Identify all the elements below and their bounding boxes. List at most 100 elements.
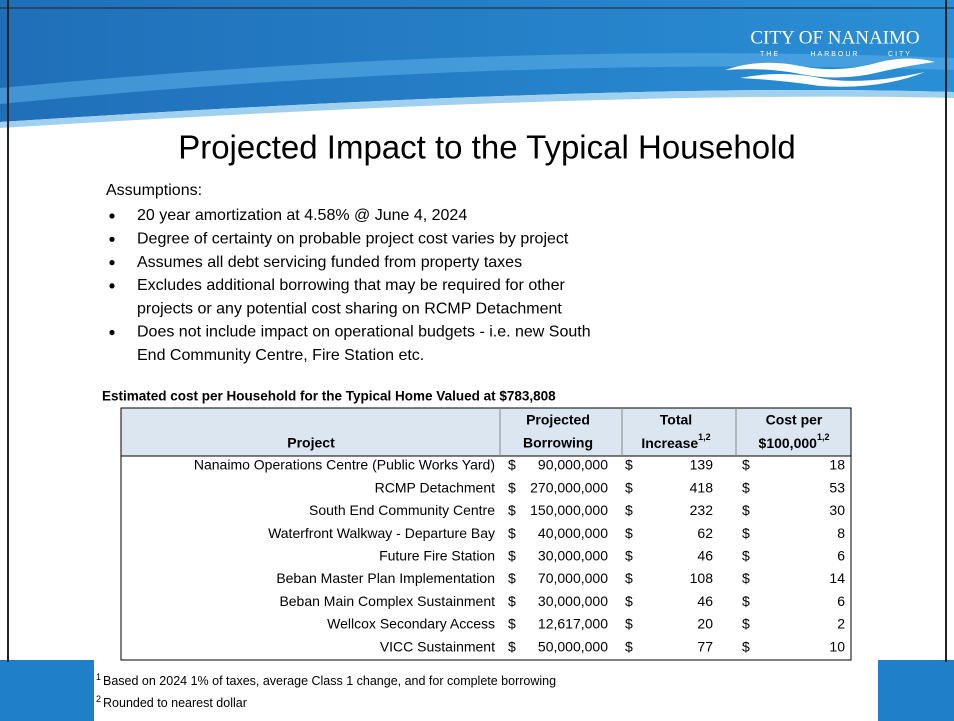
currency-sign: $	[742, 593, 750, 609]
bullet-dot	[109, 260, 115, 266]
currency-sign: $	[508, 479, 516, 495]
amount: 77	[697, 638, 713, 654]
bullet-text: Does not include impact on operational b…	[137, 324, 591, 341]
footnote-text: Based on 2024 1% of taxes, average Class…	[103, 674, 556, 688]
amount: 18	[829, 457, 845, 473]
assumptions-heading: Assumptions:	[106, 182, 202, 199]
bullet-dot	[109, 213, 115, 219]
col-header: Borrowing	[523, 435, 593, 451]
currency-sign: $	[742, 638, 750, 654]
footnote: 1 Based on 2024 1% of taxes, average Clas…	[96, 672, 556, 688]
currency-sign: $	[625, 502, 633, 518]
bullet-text: Excludes additional borrowing that may b…	[137, 277, 565, 294]
amount: 40,000,000	[538, 525, 608, 541]
amount: 30,000,000	[538, 593, 608, 609]
currency-sign: $	[625, 457, 633, 473]
amount: 30,000,000	[538, 548, 608, 564]
col-header-text: Increase	[641, 435, 698, 451]
amount: 46	[697, 593, 713, 609]
logo-name: CITY OF NANAIMO	[750, 27, 919, 48]
table-header-bg	[120, 407, 852, 457]
amount: 10	[829, 638, 845, 654]
amount: 6	[837, 548, 845, 564]
currency-sign: $	[742, 525, 750, 541]
bullet-text: Assumes all debt servicing funded from p…	[137, 254, 522, 271]
currency-sign: $	[625, 525, 633, 541]
currency-sign: $	[742, 548, 750, 564]
amount: 14	[829, 570, 845, 586]
project-name: VICC Sustainment	[380, 638, 495, 654]
col-header: Increase1,2	[641, 432, 710, 450]
project-name: Wellcox Secondary Access	[327, 616, 495, 632]
amount: 418	[690, 479, 714, 495]
logo-wave	[740, 72, 925, 87]
logo-wave	[725, 58, 935, 78]
superscript: 1,2	[817, 432, 830, 442]
logo-tagline: CITY	[888, 51, 912, 58]
col-header: Project	[287, 435, 335, 451]
amount: 6	[837, 593, 845, 609]
bullet-dot	[109, 283, 115, 289]
col-header: Cost per	[766, 412, 823, 428]
footnote-mark: 2	[96, 694, 101, 704]
project-name: Waterfront Walkway - Departure Bay	[268, 525, 495, 541]
bullet-dot	[109, 236, 115, 242]
superscript: 1,2	[698, 432, 711, 442]
amount: 8	[837, 525, 845, 541]
amount: 150,000,000	[530, 502, 608, 518]
project-name: South End Community Centre	[309, 502, 495, 518]
amount: 2	[837, 616, 845, 632]
logo-tagline: THE	[760, 51, 780, 58]
amount: 270,000,000	[530, 479, 608, 495]
amount: 46	[697, 548, 713, 564]
bullet-text: Degree of certainty on probable project …	[137, 231, 569, 248]
table-caption: Estimated cost per Household for the Typ…	[102, 389, 556, 404]
currency-sign: $	[625, 638, 633, 654]
col-header-text: $100,000	[759, 435, 818, 451]
currency-sign: $	[625, 593, 633, 609]
currency-sign: $	[508, 570, 516, 586]
currency-sign: $	[508, 502, 516, 518]
logo-tagline: HARBOUR	[810, 51, 859, 58]
project-name: Nanaimo Operations Centre (Public Works …	[194, 457, 495, 473]
footnote-mark: 1	[96, 672, 101, 682]
footnote-text: Rounded to nearest dollar	[103, 696, 247, 710]
amount: 62	[697, 525, 713, 541]
currency-sign: $	[742, 502, 750, 518]
currency-sign: $	[508, 525, 516, 541]
amount: 50,000,000	[538, 638, 608, 654]
amount: 12,617,000	[538, 616, 608, 632]
amount: 70,000,000	[538, 570, 608, 586]
slide-title: Projected Impact to the Typical Househol…	[178, 129, 796, 166]
amount: 30	[829, 502, 845, 518]
project-name: Future Fire Station	[379, 548, 495, 564]
currency-sign: $	[508, 638, 516, 654]
bullet-text: End Community Centre, Fire Station etc.	[137, 347, 424, 364]
project-name: Beban Main Complex Sustainment	[279, 593, 495, 609]
footnote: 2 Rounded to nearest dollar	[96, 694, 247, 710]
bullet-text: 20 year amortization at 4.58% @ June 4, …	[137, 207, 467, 224]
bullet-dot	[109, 329, 115, 336]
footnote-box	[94, 660, 878, 721]
currency-sign: $	[742, 616, 750, 632]
header-edge	[0, 90, 954, 128]
currency-sign: $	[508, 457, 516, 473]
amount: 232	[690, 502, 714, 518]
currency-sign: $	[625, 570, 633, 586]
currency-sign: $	[742, 570, 750, 586]
header-wave	[0, 53, 954, 104]
table-body-frame	[120, 455, 852, 661]
currency-sign: $	[742, 479, 750, 495]
currency-sign: $	[625, 548, 633, 564]
amount: 20	[697, 616, 713, 632]
bullet-text: projects or any potential cost sharing o…	[137, 300, 562, 317]
project-name: RCMP Detachment	[375, 479, 495, 495]
amount: 139	[690, 457, 714, 473]
col-header: Total	[660, 412, 692, 428]
amount: 53	[829, 479, 845, 495]
currency-sign: $	[625, 616, 633, 632]
currency-sign: $	[508, 616, 516, 632]
currency-sign: $	[508, 593, 516, 609]
col-header: $100,0001,2	[759, 432, 830, 450]
